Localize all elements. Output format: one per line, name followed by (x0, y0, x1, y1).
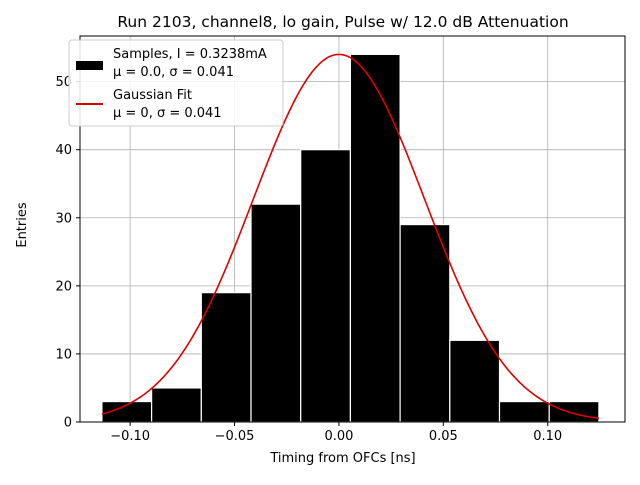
gaussian-fit-curve (101, 53, 600, 420)
x-tick-label-3: 0.05 (429, 429, 458, 444)
gaussian-fit (101, 53, 600, 420)
legend-samples-label: Samples, I = 0.3238mA (113, 47, 267, 62)
histogram-bar-9 (548, 400, 600, 423)
plot-frame (79, 35, 626, 423)
y-tick-label-2: 20 (55, 279, 72, 294)
x-axis-label: Timing from OFCs [ns] (269, 451, 415, 466)
histogram-bar-5 (349, 53, 401, 423)
histogram-bars (101, 53, 600, 423)
histogram-bar-3 (250, 203, 302, 423)
y-tick-label-5: 50 (55, 75, 72, 90)
legend-samples-patch (76, 61, 103, 70)
x-tick-label-0: −0.10 (110, 429, 150, 444)
y-tick-label-0: 0 (64, 416, 72, 431)
legend-fit-stats: μ = 0, σ = 0.041 (113, 106, 222, 121)
legend: Samples, I = 0.3238mA μ = 0.0, σ = 0.041… (68, 39, 284, 127)
histogram-bar-6 (399, 223, 451, 423)
legend-box (68, 39, 284, 127)
histogram-bar-8 (498, 400, 550, 423)
histogram-bar-1 (151, 387, 202, 423)
x-tick-label-1: −0.05 (215, 429, 255, 444)
x-tick-label-2: 0.00 (324, 429, 353, 444)
axis-ticks: −0.10 −0.05 0.00 0.05 0.10 0 10 20 30 40 50 (55, 75, 562, 444)
legend-samples-stats: μ = 0.0, σ = 0.041 (113, 65, 234, 80)
y-axis-label: Entries (15, 202, 30, 248)
histogram-bar-2 (200, 292, 252, 423)
histogram-bar-7 (449, 339, 501, 423)
y-tick-label-4: 40 (55, 143, 72, 158)
y-tick-label-3: 30 (55, 211, 72, 226)
histogram-bar-4 (300, 149, 352, 423)
x-tick-label-4: 0.10 (533, 429, 562, 444)
legend-fit-label: Gaussian Fit (113, 88, 192, 103)
y-tick-label-1: 10 (55, 347, 72, 362)
chart-title: Run 2103, channel8, lo gain, Pulse w/ 12… (117, 13, 568, 31)
